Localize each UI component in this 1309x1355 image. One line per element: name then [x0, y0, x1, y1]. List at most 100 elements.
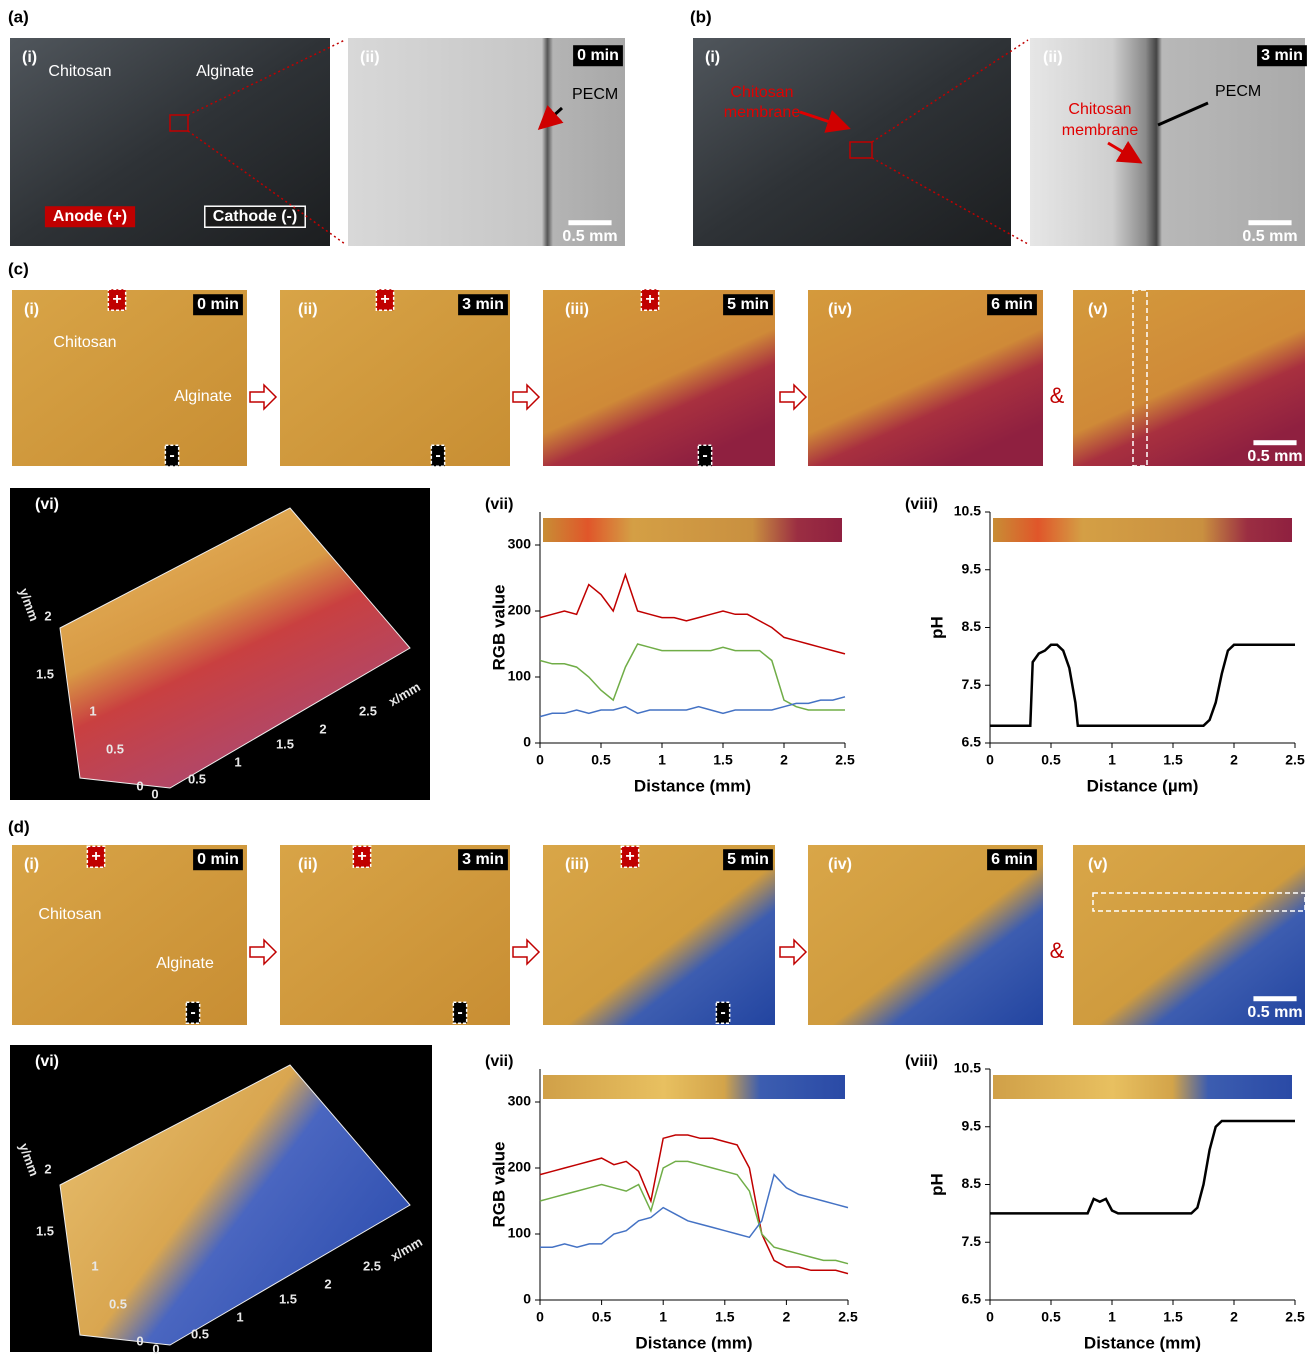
joiner: & — [1050, 383, 1065, 408]
image-text: 0.5 mm — [1242, 228, 1297, 245]
data-line — [540, 697, 845, 717]
step-arrow — [780, 940, 806, 964]
data-line — [540, 1175, 848, 1248]
subpanel-label: (i) — [22, 49, 37, 66]
image-text: Chitosan — [53, 334, 116, 351]
image-text: 0 min — [197, 296, 239, 313]
image-text: 1.5 — [276, 736, 294, 751]
y-tick-label: 300 — [508, 1093, 532, 1109]
x-axis-label: Distance (mm) — [634, 776, 751, 795]
x-axis-label: Distance (mm) — [1084, 1333, 1201, 1352]
image-text: 0 — [152, 1341, 159, 1355]
y-tick-label: 200 — [508, 1159, 532, 1175]
image-text: 0.5 — [106, 741, 124, 756]
panel-label: (d) — [8, 817, 30, 836]
image-text: 2 — [324, 1276, 331, 1291]
x-axis-label: Distance (mm) — [635, 1333, 752, 1352]
chart-title: (vii) — [485, 1053, 513, 1070]
image-text: - — [702, 447, 707, 464]
subpanel-label: (iii) — [565, 301, 589, 318]
image-text: 1 — [234, 754, 241, 769]
image-text: 5 min — [727, 851, 769, 868]
data-line — [990, 1121, 1295, 1213]
x-tick-label: 1 — [659, 1309, 667, 1325]
image-text: Anode (+) — [53, 208, 127, 225]
chart-title: (viii) — [905, 496, 938, 513]
chart-title: (vii) — [485, 496, 513, 513]
scale-bar — [1253, 440, 1296, 445]
image-text: 0.5 mm — [1247, 448, 1302, 465]
x-tick-label: 1.5 — [1163, 752, 1183, 768]
subpanel-label: (iv) — [828, 301, 852, 318]
x-tick-label: 2.5 — [1285, 752, 1305, 768]
data-line — [540, 1161, 848, 1263]
scale-bar — [1248, 220, 1291, 225]
image-text: Chitosan — [1068, 101, 1131, 118]
image-text: 3 min — [462, 851, 504, 868]
subpanel-label: (vi) — [35, 1053, 59, 1070]
subpanel-label: (i) — [705, 49, 720, 66]
chart-title: (viii) — [905, 1053, 938, 1070]
x-tick-label: 0 — [536, 1309, 544, 1325]
data-line — [540, 1135, 848, 1274]
y-tick-label: 7.5 — [962, 1233, 982, 1249]
x-tick-label: 0.5 — [591, 752, 611, 768]
photo — [12, 290, 247, 466]
image-text: 0.5 — [191, 1326, 209, 1341]
image-text: PECM — [572, 86, 618, 103]
y-axis-label: RGB value — [489, 585, 508, 671]
panel-label: (c) — [8, 259, 29, 278]
profile-strip — [543, 518, 842, 542]
photo — [12, 845, 247, 1025]
x-tick-label: 2 — [783, 1309, 791, 1325]
profile-strip — [543, 1075, 845, 1099]
step-arrow — [513, 940, 539, 964]
image-text: 0.5 — [188, 771, 206, 786]
x-tick-label: 2.5 — [835, 752, 855, 768]
y-tick-label: 10.5 — [954, 503, 981, 519]
panel-label: (b) — [690, 7, 712, 26]
image-text: 0 — [151, 786, 158, 801]
y-tick-label: 7.5 — [962, 676, 982, 692]
x-tick-label: 1.5 — [713, 752, 733, 768]
step-arrow — [250, 940, 276, 964]
y-axis-label: pH — [927, 616, 946, 639]
subpanel-label: (vi) — [35, 496, 59, 513]
image-text: + — [645, 291, 654, 308]
image-text: - — [190, 1004, 195, 1021]
x-tick-label: 0 — [986, 752, 994, 768]
y-tick-label: 300 — [508, 536, 532, 552]
image-text: 2.5 — [363, 1258, 381, 1273]
x-tick-label: 0 — [536, 752, 544, 768]
y-tick-label: 200 — [508, 602, 532, 618]
step-arrow — [780, 385, 806, 409]
photo — [1073, 290, 1305, 466]
image-text: - — [720, 1004, 725, 1021]
panel-label: (a) — [8, 7, 29, 26]
y-tick-label: 0 — [523, 734, 531, 750]
image-text: - — [457, 1004, 462, 1021]
y-tick-label: 6.5 — [962, 734, 982, 750]
image-text: Alginate — [196, 63, 254, 80]
subpanel-label: (ii) — [298, 856, 318, 873]
image-text: 3 min — [462, 296, 504, 313]
x-tick-label: 2.5 — [1285, 1309, 1305, 1325]
image-text: 1.5 — [36, 666, 54, 681]
x-tick-label: 2 — [780, 752, 788, 768]
subpanel-label: (ii) — [1043, 49, 1063, 66]
y-tick-label: 8.5 — [962, 618, 982, 634]
image-text: membrane — [724, 104, 801, 121]
y-tick-label: 9.5 — [962, 560, 982, 576]
photo — [348, 38, 625, 246]
y-axis-label: RGB value — [489, 1142, 508, 1228]
image-text: 0.5 — [109, 1296, 127, 1311]
y-tick-label: 0 — [523, 1291, 531, 1307]
y-axis-label: pH — [927, 1173, 946, 1196]
subpanel-label: (iii) — [565, 856, 589, 873]
image-text: 1 — [89, 703, 96, 718]
subpanel-label: (ii) — [360, 49, 380, 66]
y-tick-label: 100 — [508, 1225, 532, 1241]
y-tick-label: 9.5 — [962, 1117, 982, 1133]
figure: (a) (b) (c) (d) (i) Chitosan Alginate Anode (+)… — [0, 0, 1309, 1355]
y-tick-label: 6.5 — [962, 1291, 982, 1307]
